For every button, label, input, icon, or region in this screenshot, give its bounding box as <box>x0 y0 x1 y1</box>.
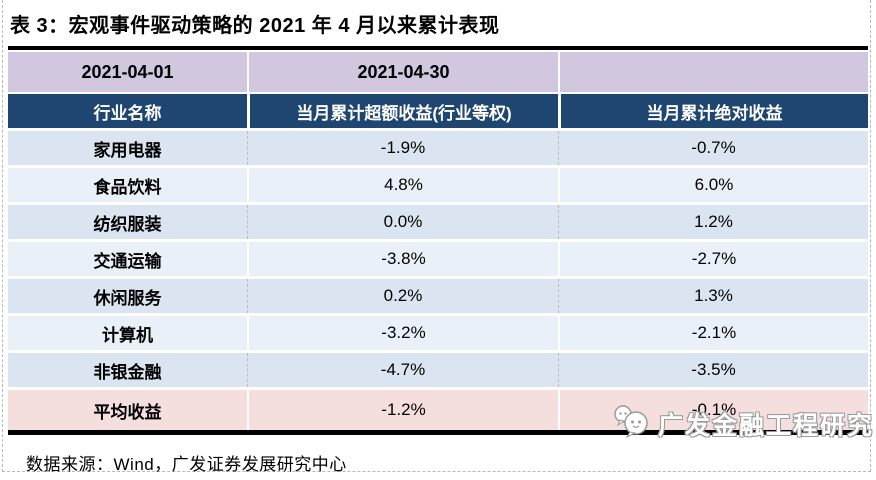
table-row: 计算机 -3.2% -2.1% <box>8 316 868 350</box>
excess-return-cell: 0.0% <box>247 205 558 239</box>
excess-return-cell: 0.2% <box>247 279 558 313</box>
column-header-row: 行业名称 当月累计超额收益(行业等权) 当月累计绝对收益 <box>8 94 868 128</box>
end-date-cell: 2021-04-30 <box>247 52 558 92</box>
date-blank-cell <box>558 52 868 92</box>
data-source: 数据来源：Wind，广发证券发展研究中心 <box>26 455 347 474</box>
excess-return-cell: -1.2% <box>247 390 558 430</box>
excess-return-cell: 4.8% <box>247 168 558 202</box>
absolute-return-cell: -2.7% <box>558 242 868 276</box>
chat-bubbles-icon <box>612 403 652 444</box>
industry-cell: 平均收益 <box>93 402 162 422</box>
watermark-label: 广发金融工程研究 <box>657 411 874 440</box>
industry-cell: 休闲服务 <box>93 288 162 308</box>
excess-return-cell: -3.2% <box>247 316 558 350</box>
absolute-return-cell: -0.7% <box>558 131 868 165</box>
date-range-row: 2021-04-01 2021-04-30 <box>8 52 868 92</box>
excess-return-header: 当月累计超额收益(行业等权) <box>247 94 558 128</box>
watermark: 广发金融工程研究 <box>612 403 874 444</box>
excess-return-cell: -3.8% <box>247 242 558 276</box>
table-body: 家用电器 -1.9% -0.7% 食品饮料 4.8% 6.0% 纺织服装 0.0… <box>8 131 868 430</box>
industry-cell: 家用电器 <box>93 140 162 160</box>
absolute-return-cell: 1.2% <box>558 205 868 239</box>
table-row: 纺织服装 0.0% 1.2% <box>8 205 868 239</box>
table-content: 表 3：宏观事件驱动策略的 2021 年 4 月以来累计表现 2021-04-0… <box>8 0 868 475</box>
table-row: 休闲服务 0.2% 1.3% <box>8 279 868 313</box>
start-date-cell: 2021-04-01 <box>81 61 174 82</box>
table-bottom-border <box>8 430 868 435</box>
table-title: 表 3：宏观事件驱动策略的 2021 年 4 月以来累计表现 <box>10 15 500 37</box>
absolute-return-cell: -0.1% <box>558 390 868 430</box>
title-divider <box>8 46 868 50</box>
industry-cell: 纺织服装 <box>93 214 162 234</box>
table-row: 非银金融 -4.7% -3.5% <box>8 353 868 387</box>
absolute-return-header: 当月累计绝对收益 <box>558 94 868 128</box>
industry-cell: 计算机 <box>102 325 153 345</box>
absolute-return-cell: -3.5% <box>558 353 868 387</box>
absolute-return-cell: 1.3% <box>558 279 868 313</box>
industry-cell: 非银金融 <box>93 362 162 382</box>
table-row: 食品饮料 4.8% 6.0% <box>8 168 868 202</box>
industry-cell: 交通运输 <box>93 251 162 271</box>
absolute-return-cell: 6.0% <box>558 168 868 202</box>
table-row: 交通运输 -3.8% -2.7% <box>8 242 868 276</box>
excess-return-cell: -4.7% <box>247 353 558 387</box>
table-row: 家用电器 -1.9% -0.7% <box>8 131 868 165</box>
industry-name-header: 行业名称 <box>93 103 162 123</box>
excess-return-cell: -1.9% <box>247 131 558 165</box>
average-row: 平均收益 -1.2% -0.1% <box>8 390 868 430</box>
industry-cell: 食品饮料 <box>93 177 162 197</box>
absolute-return-cell: -2.1% <box>558 316 868 350</box>
footer-bar: 数据来源：Wind，广发证券发展研究中心 <box>8 435 868 475</box>
